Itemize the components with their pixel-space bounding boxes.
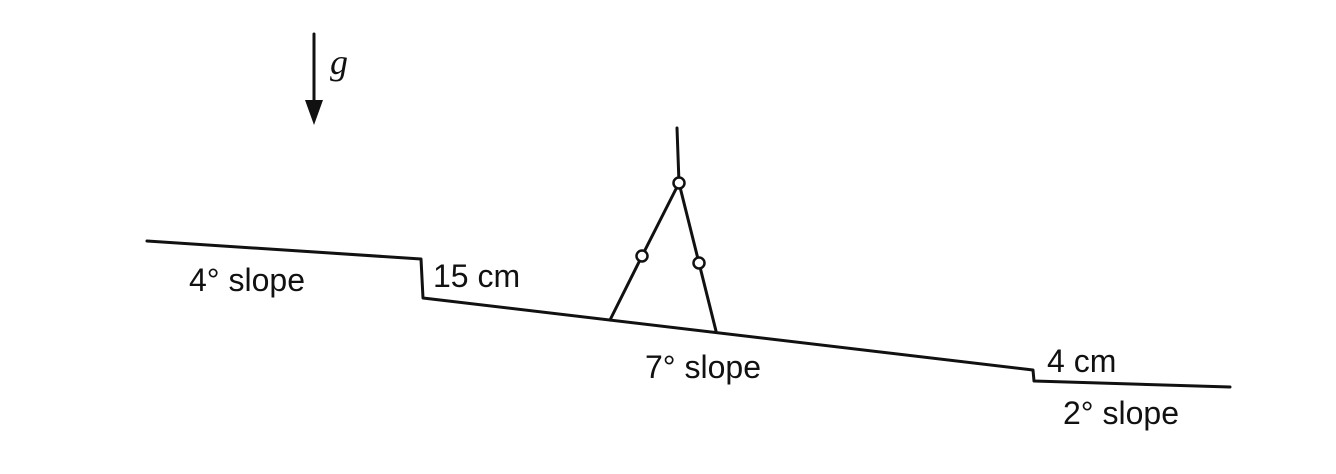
hip-joint-icon xyxy=(672,176,686,190)
lower-step-height-label: 4 cm xyxy=(1047,343,1116,379)
left-slope-label: 4° slope xyxy=(189,262,305,298)
gravity-label: g xyxy=(330,42,348,82)
upper-step-height-label: 15 cm xyxy=(433,258,520,294)
middle-slope-label: 7° slope xyxy=(645,349,761,385)
knee-joint-icon xyxy=(635,249,649,263)
gravity-arrow-icon xyxy=(305,32,323,125)
knee-joint-icon xyxy=(692,256,706,270)
right-slope-label: 2° slope xyxy=(1063,395,1179,431)
passive-walker-icon xyxy=(608,126,718,333)
ground-profile xyxy=(145,239,1232,389)
